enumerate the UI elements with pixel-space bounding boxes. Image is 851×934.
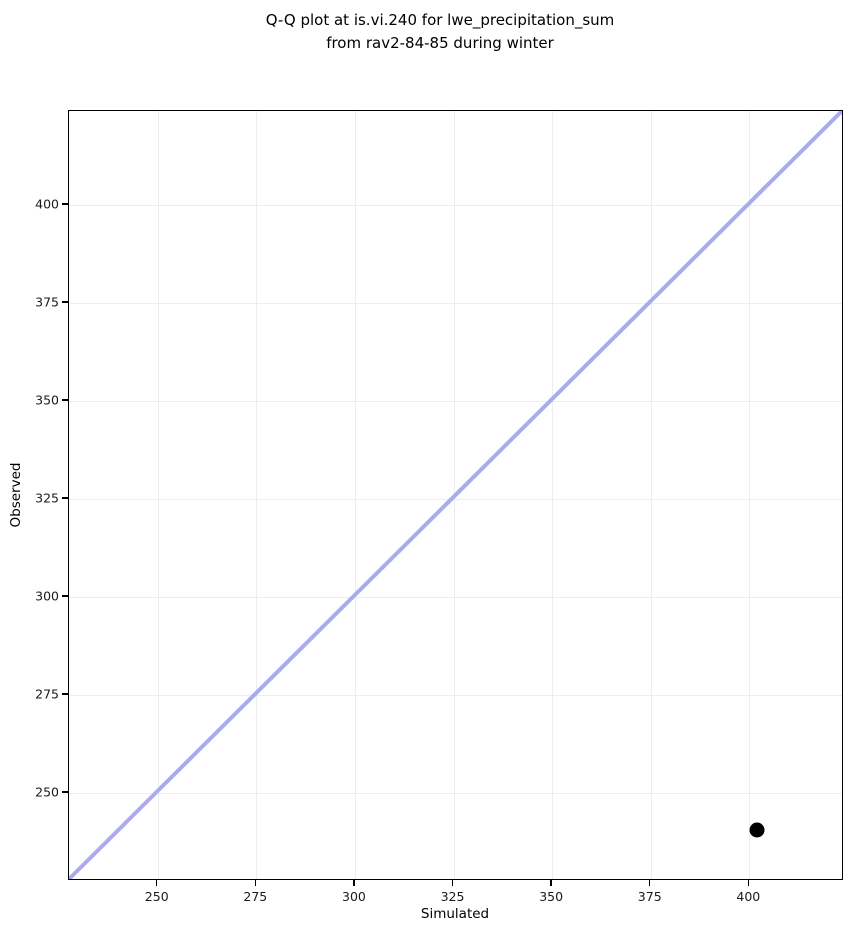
y-tick-label: 350: [35, 392, 59, 408]
chart-title: Q-Q plot at is.vi.240 for lwe_precipitat…: [0, 9, 851, 55]
y-gridline: [69, 792, 842, 794]
data-point: [749, 822, 765, 838]
y-axis-label: Observed: [8, 462, 24, 528]
x-tick-label: 350: [539, 889, 564, 904]
x-tick-mark: [156, 880, 158, 886]
x-tick-label: 300: [342, 889, 366, 904]
y-tick-label: 275: [35, 686, 59, 702]
x-gridline: [354, 111, 356, 879]
x-tick-mark: [649, 880, 651, 886]
y-tick-mark: [62, 791, 68, 793]
y-gridline: [69, 205, 842, 207]
y-tick-mark: [62, 497, 68, 499]
x-tick-mark: [550, 880, 552, 886]
x-tick-label: 250: [144, 889, 169, 904]
y-gridline: [69, 694, 842, 696]
x-gridline: [749, 111, 751, 879]
y-gridline: [69, 303, 842, 304]
x-tick-mark: [353, 880, 355, 886]
x-gridline: [650, 111, 652, 879]
y-gridline: [69, 596, 842, 598]
y-tick-label: 325: [35, 490, 59, 506]
y-tick-mark: [62, 399, 68, 401]
x-tick-label: 275: [243, 889, 268, 904]
x-tick-label: 325: [440, 889, 465, 904]
y-tick-label: 375: [35, 294, 59, 310]
plot-area: [68, 110, 843, 880]
y-tick-label: 250: [35, 784, 59, 800]
x-tick-label: 375: [637, 889, 662, 904]
y-tick-label: 300: [35, 588, 59, 604]
chart-title-line2: from rav2-84-85 during winter: [326, 34, 554, 52]
y-tick-mark: [62, 301, 68, 303]
x-tick-label: 400: [736, 889, 761, 904]
y-gridline: [69, 498, 842, 500]
x-tick-mark: [747, 880, 750, 886]
y-gridline: [69, 400, 842, 402]
x-gridline: [157, 111, 159, 879]
y-tick-mark: [62, 693, 68, 695]
chart-title-line1: Q-Q plot at is.vi.240 for lwe_precipitat…: [265, 11, 615, 29]
x-axis-label: Simulated: [420, 906, 490, 922]
y-tick-mark: [62, 203, 68, 205]
x-gridline: [552, 111, 554, 879]
y-tick-label: 400: [35, 196, 59, 212]
x-tick-mark: [254, 880, 257, 886]
y-tick-mark: [62, 595, 68, 597]
x-tick-mark: [451, 880, 454, 886]
identity-line: [69, 111, 842, 879]
x-gridline: [256, 111, 258, 879]
